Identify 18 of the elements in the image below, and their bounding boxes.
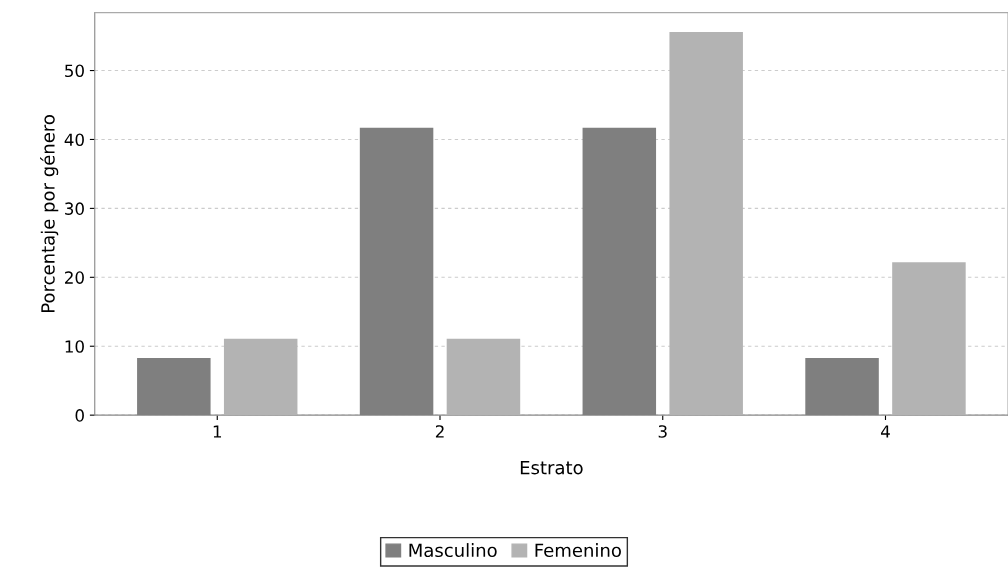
x-tick-label: 3 xyxy=(658,425,667,438)
bar xyxy=(892,262,966,416)
y-tick-label: 20 xyxy=(65,271,84,284)
legend-label: Femenino xyxy=(535,543,621,558)
x-tick-label: 2 xyxy=(435,425,444,438)
x-tick-label: 4 xyxy=(881,425,890,438)
x-tick-label: 1 xyxy=(213,425,222,438)
y-tick-label: 50 xyxy=(65,64,84,78)
y-axis-title: Porcentaje por género xyxy=(40,115,59,312)
bar xyxy=(223,338,298,416)
y-tick-label: 10 xyxy=(65,340,84,353)
y-tick-label: 0 xyxy=(75,409,84,422)
bar xyxy=(669,31,743,416)
bar xyxy=(446,338,521,416)
legend-label: Masculino xyxy=(409,543,497,558)
y-tick-label: 30 xyxy=(65,202,84,215)
y-tick-label: 40 xyxy=(64,133,84,147)
x-axis-title: Estrato xyxy=(520,461,583,475)
